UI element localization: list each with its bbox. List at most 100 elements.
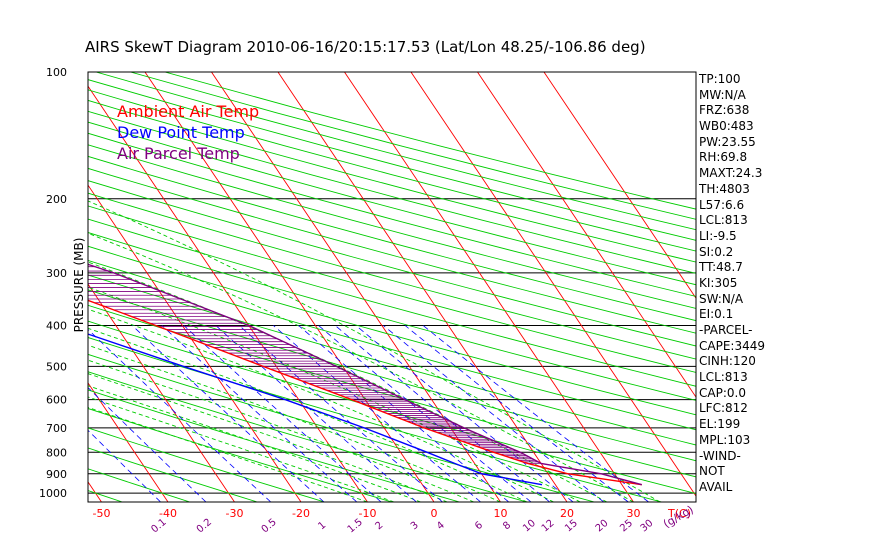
isotherm-line	[0, 72, 35, 502]
moist-adiabat-line	[88, 327, 528, 502]
dry-adiabat-line	[88, 274, 696, 446]
y-axis-label: PRESSURE (MB)	[72, 238, 86, 333]
moist-adiabat-line	[88, 406, 368, 502]
mixing-ratio-tick-label: 15	[563, 518, 580, 535]
legend: Ambient Air Temp Dew Point Temp Air Parcel…	[117, 102, 259, 163]
stat-row: L57:6.6	[699, 197, 745, 212]
stat-row: -PARCEL-	[699, 323, 753, 337]
dry-adiabat-line	[88, 167, 696, 334]
stat-row: CINH:120	[699, 354, 756, 369]
pressure-tick-label: 600	[46, 394, 67, 407]
dry-adiabat-line	[88, 371, 528, 502]
cape-hatching	[88, 266, 542, 464]
stat-row: TP:100	[699, 72, 741, 86]
mixing-ratio-line	[404, 325, 629, 502]
series-line-0	[88, 299, 642, 486]
stat-row: LCL:813	[699, 213, 748, 228]
stat-row: FRZ:638	[699, 103, 750, 118]
dry-adiabat-line	[88, 110, 696, 274]
dry-adiabat-line	[0, 72, 55, 502]
bottom-temp-tick-label: -20	[292, 507, 310, 520]
stat-row: AVAIL	[699, 479, 733, 494]
mixing-ratio-tick-label: 25	[618, 518, 635, 535]
mixing-ratio-line	[318, 325, 532, 502]
dry-adiabat-line	[88, 468, 190, 502]
isotherm-line	[477, 72, 696, 398]
dry-adiabat-line	[88, 205, 696, 373]
stat-row: WB0:483	[699, 119, 754, 134]
stat-row: TH:4803	[699, 181, 750, 196]
mixing-ratio-line	[183, 325, 382, 502]
dry-adiabat-line	[88, 490, 123, 502]
bottom-temp-tick-label: -10	[359, 507, 377, 520]
mixing-ratio-tick-label: 30	[639, 518, 656, 535]
stat-row: EI:0.1	[699, 307, 734, 322]
mixing-ratio-tick-label: 20	[594, 518, 611, 535]
stat-row: SW:N/A	[699, 291, 744, 306]
dry-adiabat-line	[88, 155, 696, 322]
background-grid	[0, 72, 696, 502]
dry-adiabat-line	[88, 89, 696, 252]
pressure-tick-label: 1000	[39, 487, 67, 500]
stat-row: TT:48.7	[699, 260, 743, 275]
pressure-tick-label: 300	[46, 267, 67, 280]
pressure-tick-label: 500	[46, 360, 67, 373]
x-axis-label: T(C)	[667, 507, 691, 520]
chart-title: AIRS SkewT Diagram 2010-06-16/20:15:17.5…	[85, 38, 646, 56]
mixing-ratio-tick-label: 2	[374, 520, 386, 533]
stat-row: MPL:103	[699, 432, 751, 447]
legend-entry-0: Ambient Air Temp	[117, 102, 259, 121]
stat-row: -WIND-	[699, 448, 741, 463]
mixing-ratio-tick-label: 8	[501, 520, 513, 533]
dry-adiabat-line	[88, 304, 696, 478]
isotherm-line	[543, 72, 696, 299]
mixing-ratio-line	[88, 429, 161, 502]
dry-adiabat-line	[88, 259, 696, 431]
pressure-tick-label: 400	[46, 320, 67, 333]
stat-row: CAP:0.0	[699, 385, 746, 400]
mixing-ratio-line	[273, 325, 481, 502]
dry-adiabat-line	[88, 245, 696, 416]
pressure-tick-label: 800	[46, 446, 67, 459]
mixing-ratio-tick-label: 0.5	[260, 517, 279, 536]
dry-adiabat-line	[88, 180, 696, 347]
mixing-ratio-line	[215, 325, 417, 502]
moist-adiabat-line	[88, 373, 448, 502]
stat-row: RH:69.8	[699, 150, 748, 165]
bottom-temp-tick-label: -40	[159, 507, 177, 520]
stat-row: LCL:813	[699, 370, 748, 385]
mixing-ratio-tick-label: 12	[540, 518, 557, 535]
bottom-temp-tick-label: -30	[226, 507, 244, 520]
mixing-ratio-line	[238, 325, 443, 502]
isotherm-line	[144, 72, 435, 502]
mixing-ratio-tick-label: 3	[409, 520, 421, 533]
dry-adiabat-line	[88, 353, 595, 502]
mixing-ratio-tick-label: 4	[435, 520, 447, 533]
mixing-ratio-line	[298, 325, 510, 502]
bottom-temp-tick-label: -50	[93, 507, 111, 520]
mixing-ratio-line	[88, 328, 272, 502]
stat-row: MW:N/A	[699, 87, 746, 102]
isotherm-line	[88, 184, 302, 502]
legend-entry-1: Dew Point Temp	[117, 123, 245, 142]
isotherm-line	[88, 382, 169, 502]
mixing-ratio-tick-label: 1	[316, 520, 328, 533]
mixing-ratio-line	[355, 325, 574, 502]
stat-row: EL:199	[699, 417, 741, 432]
series-line-2	[88, 263, 642, 486]
mixing-ratio-line	[383, 325, 605, 502]
moist-adiabat-line	[88, 261, 608, 502]
bottom-temp-tick-label: 20	[560, 507, 574, 520]
bottom-temp-tick-label: 0	[431, 507, 438, 520]
mixing-ratio-line	[131, 325, 325, 502]
sounding-series	[88, 263, 642, 486]
isotherm-line	[410, 72, 696, 497]
pressure-tick-label: 700	[46, 422, 67, 435]
moist-adiabat-line	[88, 359, 475, 502]
dry-adiabat-line	[88, 144, 696, 309]
dry-adiabat-line	[88, 99, 696, 263]
dry-adiabat-line	[88, 132, 696, 297]
dry-adiabat-line	[88, 320, 696, 495]
dry-adiabat-line	[88, 121, 696, 286]
